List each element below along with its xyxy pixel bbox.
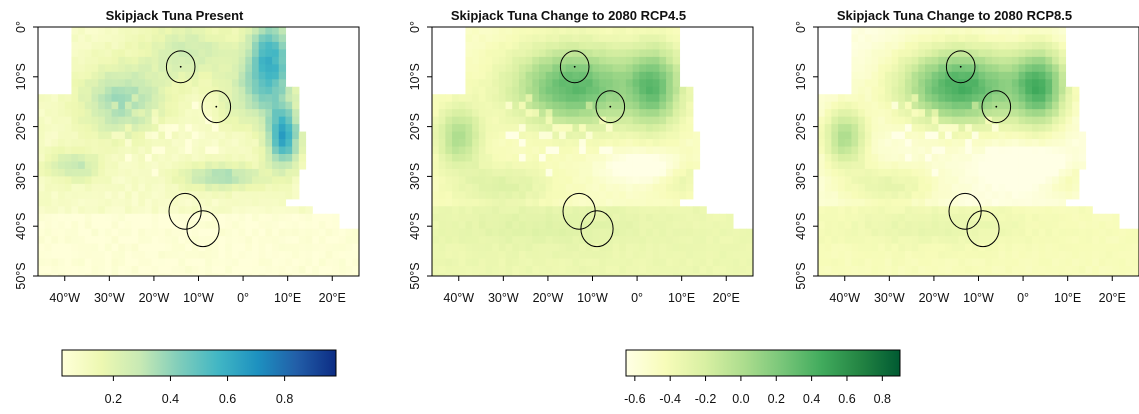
- y-tick-label: 30°S: [14, 163, 28, 190]
- x-tick-label: 40°W: [49, 291, 80, 305]
- colorbar-tick-label: 0.2: [105, 392, 122, 406]
- colorbar-change: -0.6 -0.4 -0.2 0.0 0.2 0.4 0.6 0.8: [624, 349, 901, 406]
- x-tick-label: 30°W: [94, 291, 125, 305]
- hotspot-circle: [580, 210, 614, 248]
- map-panel-2: Skipjack Tuna Change to 2080 RCP4.5 40°W 3…: [408, 8, 754, 305]
- hotspot-center-dot: [215, 105, 218, 108]
- y-tick-label: 0°: [794, 21, 808, 33]
- colorbar-tick-label: 0.0: [732, 392, 749, 406]
- hotspot-circle: [981, 90, 1012, 124]
- hotspot-circle: [595, 90, 626, 124]
- x-tick-label: 30°W: [488, 291, 519, 305]
- colorbar-tick-label: 0.8: [874, 392, 891, 406]
- hotspot-circle: [559, 50, 590, 84]
- y-tick-label: 50°S: [408, 262, 422, 289]
- y-tick-label: 10°S: [14, 63, 28, 90]
- map-panel-1: Skipjack Tuna Present 40°W 30°W 20°W 10°W 0° 1…: [14, 8, 360, 305]
- hotspot-center-dot: [995, 105, 998, 108]
- x-tick-label: 0°: [1017, 291, 1029, 305]
- x-tick-label: 10°W: [183, 291, 214, 305]
- x-tick-label: 20°W: [919, 291, 950, 305]
- y-tick-label: 50°S: [14, 262, 28, 289]
- y-tick-label: 0°: [408, 21, 422, 33]
- y-tick-label: 50°S: [794, 262, 808, 289]
- x-tick-label: 20°E: [1099, 291, 1126, 305]
- hotspot-circle: [201, 90, 232, 124]
- x-tick-label: 30°W: [874, 291, 905, 305]
- colorbar-tick-label: 0.4: [803, 392, 820, 406]
- map-raster: [818, 27, 1139, 276]
- y-tick-label: 30°S: [794, 163, 808, 190]
- y-tick-label: 40°S: [14, 213, 28, 240]
- x-tick-label: 20°W: [139, 291, 170, 305]
- colorbar-tick-label: -0.2: [695, 392, 717, 406]
- y-tick-label: 20°S: [794, 113, 808, 140]
- colorbar-gradient: [625, 349, 901, 377]
- y-tick-label: 30°S: [408, 163, 422, 190]
- x-tick-label: 10°W: [963, 291, 994, 305]
- hotspot-circle: [945, 50, 976, 84]
- x-tick-label: 40°W: [829, 291, 860, 305]
- map-raster: [432, 27, 753, 276]
- colorbar-tick-label: 0.6: [219, 392, 236, 406]
- panel-title: Skipjack Tuna Present: [106, 8, 244, 23]
- map-panel-3: Skipjack Tuna Change to 2080 RCP8.5 40°W 3…: [794, 8, 1139, 305]
- colorbar-tick-label: 0.2: [768, 392, 785, 406]
- hotspot-circle: [186, 210, 220, 248]
- colorbar-tick-label: -0.6: [624, 392, 646, 406]
- x-tick-label: 40°W: [443, 291, 474, 305]
- y-tick-label: 20°S: [14, 113, 28, 140]
- panel-title: Skipjack Tuna Change to 2080 RCP4.5: [451, 8, 686, 23]
- colorbar-gradient: [61, 349, 337, 377]
- hotspot-center-dot: [959, 65, 962, 68]
- y-tick-label: 40°S: [794, 213, 808, 240]
- x-tick-label: 10°E: [668, 291, 695, 305]
- colorbar-present: 0.2 0.4 0.6 0.8: [61, 349, 337, 406]
- y-tick-label: 10°S: [408, 63, 422, 90]
- y-tick-label: 40°S: [408, 213, 422, 240]
- x-tick-label: 20°E: [319, 291, 346, 305]
- x-tick-label: 10°E: [274, 291, 301, 305]
- hotspot-center-dot: [179, 65, 182, 68]
- hotspot-circle: [966, 210, 1000, 248]
- y-tick-label: 0°: [14, 21, 28, 33]
- x-tick-label: 20°E: [713, 291, 740, 305]
- hotspot-circle: [165, 50, 196, 84]
- colorbar-tick-label: 0.8: [276, 392, 293, 406]
- map-raster: [38, 27, 359, 276]
- panel-title: Skipjack Tuna Change to 2080 RCP8.5: [837, 8, 1072, 23]
- x-tick-label: 20°W: [533, 291, 564, 305]
- x-tick-label: 0°: [631, 291, 643, 305]
- x-tick-label: 10°E: [1054, 291, 1081, 305]
- x-tick-label: 10°W: [577, 291, 608, 305]
- hotspot-center-dot: [573, 65, 576, 68]
- hotspot-center-dot: [609, 105, 612, 108]
- colorbar-tick-label: 0.6: [838, 392, 855, 406]
- y-tick-label: 10°S: [794, 63, 808, 90]
- x-tick-label: 0°: [237, 291, 249, 305]
- colorbar-tick-label: -0.4: [659, 392, 681, 406]
- colorbar-tick-label: 0.4: [162, 392, 179, 406]
- y-tick-label: 20°S: [408, 113, 422, 140]
